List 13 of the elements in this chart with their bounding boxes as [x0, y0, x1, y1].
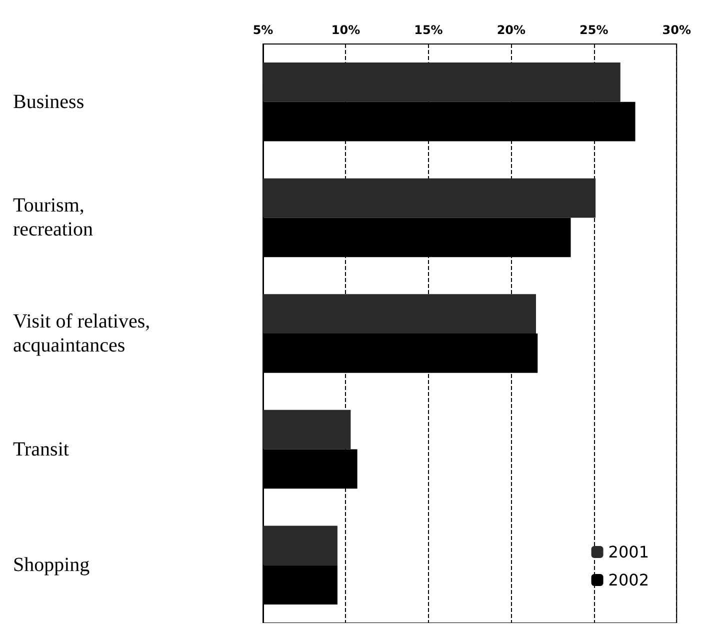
x-tick-label: 10%	[331, 23, 360, 37]
legend-label: 2002	[608, 570, 649, 590]
x-tick-label: 20%	[496, 23, 526, 37]
x-tick-label: 15%	[414, 23, 443, 37]
y-tick-label: Visit of relatives, acquaintances	[13, 310, 150, 356]
y-tick-label: Shopping	[13, 554, 90, 576]
y-tick-label: Tourism, recreation	[13, 194, 93, 241]
x-tick-label: 30%	[662, 23, 692, 37]
legend-label: 2001	[608, 542, 649, 562]
x-tick-label: 5%	[252, 23, 274, 37]
x-tick-label: 25%	[580, 23, 608, 37]
y-tick-label: Business	[13, 90, 84, 113]
y-tick-label: Transit	[13, 438, 70, 460]
